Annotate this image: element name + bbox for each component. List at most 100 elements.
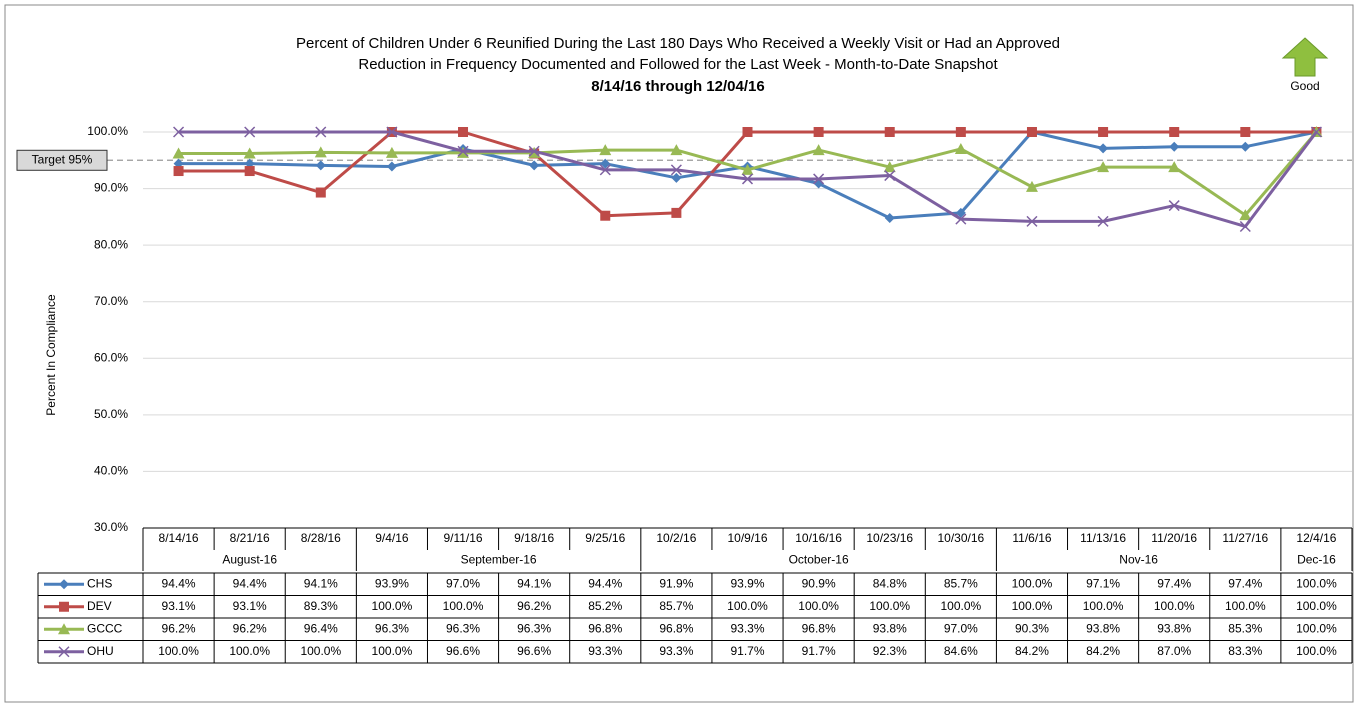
table-value: 100.0% bbox=[869, 599, 910, 613]
x-tick-label: 10/23/16 bbox=[866, 531, 913, 545]
table-value: 85.3% bbox=[1228, 621, 1262, 635]
table-value: 97.4% bbox=[1157, 576, 1191, 590]
table-value: 100.0% bbox=[1012, 576, 1053, 590]
point bbox=[741, 173, 754, 185]
point bbox=[1168, 161, 1181, 173]
table-value: 96.8% bbox=[588, 621, 622, 635]
table-value: 89.3% bbox=[304, 599, 338, 613]
point bbox=[1026, 215, 1038, 227]
table-value: 100.0% bbox=[1296, 599, 1337, 613]
point bbox=[599, 144, 612, 156]
point bbox=[670, 164, 682, 176]
table-value: 97.1% bbox=[1086, 576, 1120, 590]
point bbox=[813, 127, 824, 137]
point bbox=[954, 142, 967, 154]
point bbox=[670, 144, 683, 156]
point bbox=[385, 146, 398, 158]
x-tick-label: 8/14/16 bbox=[159, 531, 199, 545]
table-value: 94.1% bbox=[304, 576, 338, 590]
table-value: 96.6% bbox=[517, 644, 551, 658]
chart-title: Reduction in Frequency Documented and Fo… bbox=[358, 56, 998, 73]
x-tick-label: 10/30/16 bbox=[937, 531, 984, 545]
x-tick-label: 11/20/16 bbox=[1151, 531, 1197, 545]
point bbox=[244, 166, 255, 177]
point bbox=[314, 146, 327, 158]
x-tick-label: 9/11/16 bbox=[443, 531, 482, 545]
point bbox=[600, 210, 611, 221]
point bbox=[529, 160, 540, 171]
point bbox=[244, 126, 256, 138]
table-value: 87.0% bbox=[1157, 644, 1191, 658]
table-value: 85.7% bbox=[659, 599, 693, 613]
point bbox=[884, 127, 895, 137]
point bbox=[1097, 161, 1110, 173]
table-value: 96.4% bbox=[304, 621, 338, 635]
table-value: 100.0% bbox=[1296, 644, 1337, 658]
target-label: Target 95% bbox=[32, 152, 93, 166]
table-value: 96.8% bbox=[802, 621, 836, 635]
table-value: 84.6% bbox=[944, 644, 978, 658]
point bbox=[1098, 127, 1109, 137]
table-value: 100.0% bbox=[443, 599, 484, 613]
point bbox=[243, 147, 256, 159]
point bbox=[386, 126, 398, 138]
point bbox=[813, 173, 825, 185]
table-value: 91.7% bbox=[730, 644, 764, 658]
table-value: 100.0% bbox=[1225, 599, 1266, 613]
legend-marker bbox=[59, 601, 69, 612]
point bbox=[1097, 215, 1109, 227]
table-value: 93.9% bbox=[730, 576, 764, 590]
table-value: 93.3% bbox=[588, 644, 622, 658]
table-value: 96.3% bbox=[375, 621, 409, 635]
y-tick-label: 80.0% bbox=[94, 237, 128, 251]
point bbox=[315, 187, 326, 198]
point bbox=[884, 212, 895, 223]
table-value: 93.8% bbox=[873, 621, 907, 635]
table-value: 85.2% bbox=[588, 599, 622, 613]
point bbox=[172, 147, 185, 159]
table-value: 100.0% bbox=[372, 644, 413, 658]
table-value: 85.7% bbox=[944, 576, 978, 590]
point bbox=[600, 158, 611, 169]
month-label: Dec-16 bbox=[1297, 553, 1336, 567]
table-value: 100.0% bbox=[941, 599, 982, 613]
month-label: October-16 bbox=[789, 553, 849, 567]
table-value: 93.1% bbox=[162, 599, 196, 613]
table-value: 100.0% bbox=[1296, 576, 1337, 590]
x-tick-label: 11/27/16 bbox=[1222, 531, 1268, 545]
point bbox=[1240, 141, 1251, 152]
table-value: 96.3% bbox=[517, 621, 551, 635]
table-value: 100.0% bbox=[372, 599, 413, 613]
table-value: 100.0% bbox=[1296, 621, 1337, 635]
x-tick-label: 11/13/16 bbox=[1080, 531, 1126, 545]
table-value: 90.3% bbox=[1015, 621, 1049, 635]
table-value: 100.0% bbox=[229, 644, 270, 658]
x-tick-label: 9/4/16 bbox=[375, 531, 409, 545]
point bbox=[1168, 200, 1180, 212]
point bbox=[1025, 180, 1038, 192]
y-tick-label: 30.0% bbox=[94, 520, 128, 534]
y-tick-label: 60.0% bbox=[94, 350, 128, 364]
x-tick-label: 12/4/16 bbox=[1296, 531, 1336, 545]
table-value: 93.8% bbox=[1086, 621, 1120, 635]
legend-marker bbox=[58, 646, 70, 658]
table-value: 93.9% bbox=[375, 576, 409, 590]
legend-label: DEV bbox=[87, 599, 112, 613]
legend-label: OHU bbox=[87, 644, 114, 658]
month-label: August-16 bbox=[222, 553, 277, 567]
table-value: 93.3% bbox=[659, 644, 693, 658]
table-value: 84.2% bbox=[1015, 644, 1049, 658]
y-tick-label: 70.0% bbox=[94, 294, 128, 308]
table-value: 94.1% bbox=[517, 576, 551, 590]
point bbox=[315, 160, 326, 171]
good-arrow bbox=[1281, 37, 1329, 77]
y-tick-label: 50.0% bbox=[94, 407, 128, 421]
legend-label: GCCC bbox=[87, 621, 123, 635]
table-value: 97.0% bbox=[446, 576, 480, 590]
legend-marker bbox=[58, 623, 70, 635]
y-tick-label: 100.0% bbox=[87, 124, 128, 138]
chart-subtitle: 8/14/16 through 12/04/16 bbox=[591, 78, 764, 95]
table-value: 100.0% bbox=[300, 644, 341, 658]
point bbox=[1169, 141, 1180, 152]
